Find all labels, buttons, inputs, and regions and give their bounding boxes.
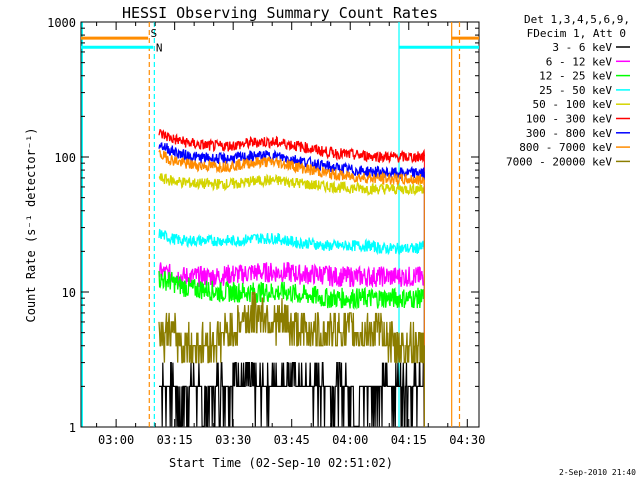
series-line-12-25kev xyxy=(158,270,426,310)
x-tick-label: 03:45 xyxy=(274,433,310,447)
series-line-7000-20000kev xyxy=(158,291,425,364)
legend-entry-label: 100 - 300 keV xyxy=(526,113,612,126)
night-annotation: N xyxy=(156,41,163,54)
x-tick-label: 03:00 xyxy=(98,433,134,447)
y-tick-label: 1 xyxy=(69,421,76,435)
saa-annotation: S xyxy=(150,27,157,40)
series-line-6-12kev xyxy=(158,262,426,289)
legend-entry-label: 50 - 100 keV xyxy=(533,98,613,111)
y-axis-label: Count Rate (s⁻¹ detector⁻¹) xyxy=(24,127,38,322)
series-line-25-50kev xyxy=(158,228,426,256)
x-tick-label: 04:00 xyxy=(332,433,368,447)
y-tick-label: 10 xyxy=(62,286,76,300)
x-tick-label: 04:15 xyxy=(391,433,427,447)
series-line-3-6kev xyxy=(159,362,425,427)
chart-title: HESSI Observing Summary Count Rates xyxy=(122,4,438,22)
x-axis-label: Start Time (02-Sep-10 02:51:02) xyxy=(169,456,393,470)
series-line-50-100kev xyxy=(158,173,425,197)
series-line-100-300kev xyxy=(158,128,426,164)
legend-entry-label: 300 - 800 keV xyxy=(526,127,612,140)
legend-header-line-1: Det 1,3,4,5,6,9, xyxy=(524,13,630,26)
legend-entry-label: 6 - 12 keV xyxy=(546,55,613,68)
legend-entry-label: 12 - 25 keV xyxy=(539,70,612,83)
legend-entry-label: 25 - 50 keV xyxy=(539,84,612,97)
x-tick-label: 03:30 xyxy=(215,433,251,447)
x-tick-label: 03:15 xyxy=(157,433,193,447)
plot-area: SN 1 10 100 1000 03:00 03:15 03:30 03:45 04:00 0… xyxy=(47,16,485,447)
x-tick-label: 04:30 xyxy=(449,433,485,447)
y-tick-label: 1000 xyxy=(47,16,76,30)
footer-timestamp: 2-Sep-2010 21:40 xyxy=(559,468,636,477)
legend-entry-label: 3 - 6 keV xyxy=(552,41,612,54)
legend-entry-label: 7000 - 20000 keV xyxy=(506,155,612,168)
plot-frame xyxy=(80,21,480,428)
series-line-300-800kev xyxy=(158,142,426,180)
legend-header-line-2: FDecim 1, Att 0 xyxy=(527,27,626,40)
series-line-800-7000kev xyxy=(158,149,426,186)
y-tick-label: 100 xyxy=(54,151,76,165)
legend: Det 1,3,4,5,6,9, FDecim 1, Att 0 3 - 6 k… xyxy=(506,13,630,168)
legend-entry-label: 800 - 7000 keV xyxy=(519,141,612,154)
